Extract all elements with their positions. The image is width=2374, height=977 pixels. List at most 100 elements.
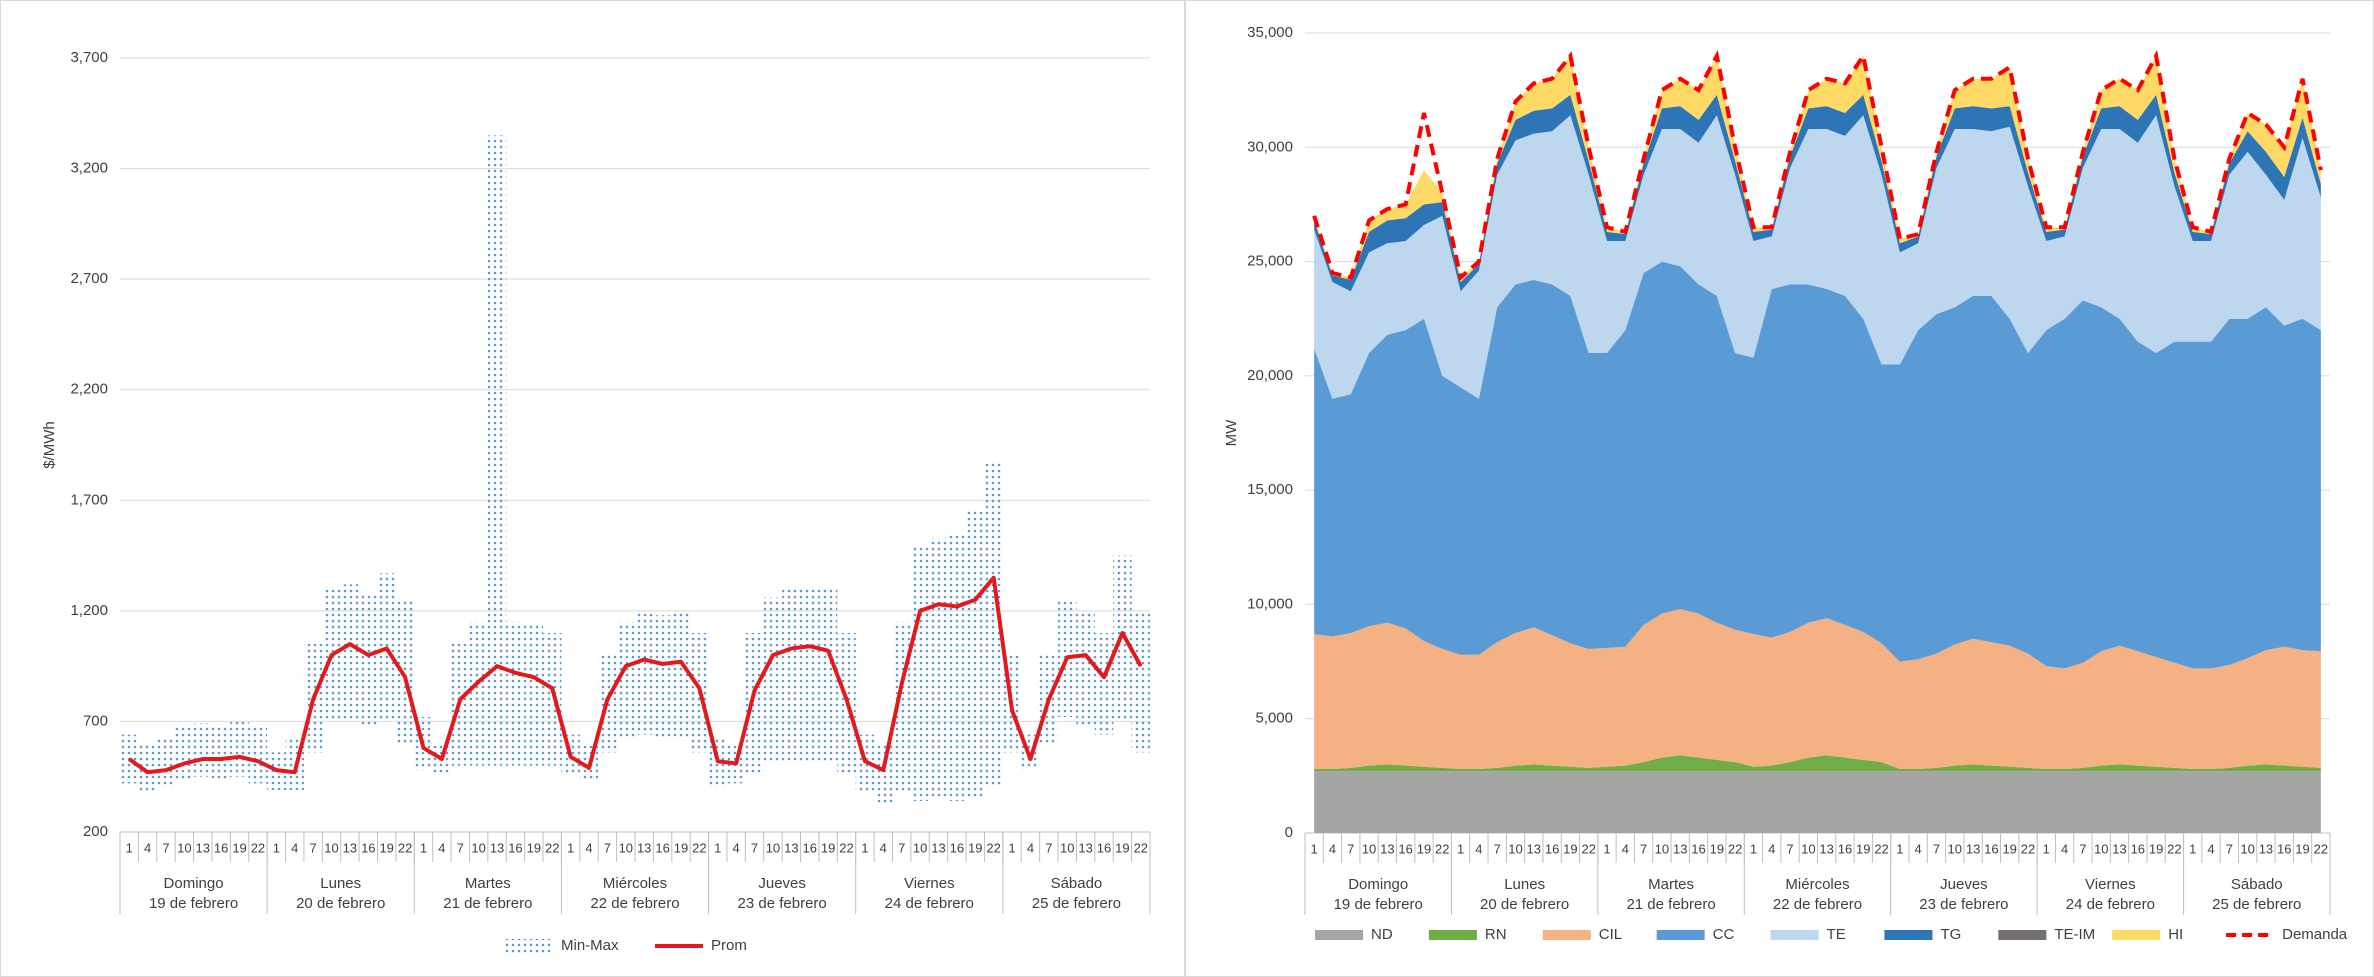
x-tick-label: 13 bbox=[490, 840, 504, 855]
x-tick-label: 4 bbox=[585, 840, 592, 855]
x-tick-label: 10 bbox=[1655, 841, 1669, 856]
x-tick-label: 4 bbox=[1622, 841, 1629, 856]
x-tick-label: 4 bbox=[438, 840, 445, 855]
y-tick-label: 15,000 bbox=[1247, 481, 1293, 498]
min-max-range bbox=[1094, 632, 1114, 735]
legend-label: Prom bbox=[711, 937, 747, 954]
x-tick-label: 4 bbox=[1027, 840, 1034, 855]
min-max-range bbox=[929, 537, 948, 799]
x-tick-label: 19 bbox=[1710, 841, 1724, 856]
x-tick-label: 4 bbox=[144, 840, 151, 855]
x-tick-label: 10 bbox=[2240, 841, 2254, 856]
min-max-range bbox=[248, 725, 268, 784]
x-tick-label: 10 bbox=[324, 840, 338, 855]
x-tick-label: 1 bbox=[1008, 840, 1015, 855]
x-tick-label: 13 bbox=[1078, 840, 1092, 855]
left-panel bbox=[0, 0, 1185, 977]
y-tick-label: 3,200 bbox=[70, 160, 108, 177]
y-tick-label: 10,000 bbox=[1247, 595, 1293, 612]
x-tick-label: 7 bbox=[162, 840, 169, 855]
x-tick-label: 7 bbox=[898, 840, 905, 855]
x-tick-label: 4 bbox=[2061, 841, 2068, 856]
group-date: 25 de febrero bbox=[1032, 895, 1121, 912]
group-day: Domingo bbox=[164, 875, 224, 892]
legend-swatch bbox=[1884, 930, 1933, 940]
group-date: 25 de febrero bbox=[2212, 896, 2301, 913]
group-day: Viernes bbox=[2085, 876, 2136, 893]
min-max-range bbox=[616, 621, 635, 740]
x-tick-label: 13 bbox=[1673, 841, 1687, 856]
y-tick-label: 25,000 bbox=[1247, 253, 1293, 270]
group-date: 22 de febrero bbox=[1773, 896, 1862, 913]
x-tick-label: 10 bbox=[1801, 841, 1815, 856]
x-tick-label: 22 bbox=[1435, 841, 1449, 856]
x-tick-label: 13 bbox=[196, 840, 210, 855]
min-max-range bbox=[524, 624, 544, 766]
x-tick-label: 10 bbox=[177, 840, 191, 855]
x-tick-label: 4 bbox=[880, 840, 887, 855]
x-tick-label: 22 bbox=[839, 840, 853, 855]
stacked-area bbox=[1314, 55, 2321, 283]
group-day: Domingo bbox=[1348, 876, 1408, 893]
group-day: Lunes bbox=[1504, 876, 1545, 893]
x-tick-label: 22 bbox=[398, 840, 412, 855]
x-tick-label: 19 bbox=[379, 840, 393, 855]
min-max-range bbox=[469, 621, 488, 766]
x-tick-label: 22 bbox=[1874, 841, 1888, 856]
x-tick-label: 10 bbox=[913, 840, 927, 855]
x-tick-label: 16 bbox=[214, 840, 228, 855]
x-tick-label: 13 bbox=[343, 840, 357, 855]
x-tick-label: 22 bbox=[1134, 840, 1148, 855]
x-tick-label: 1 bbox=[273, 840, 280, 855]
min-max-range bbox=[947, 533, 967, 802]
min-max-range bbox=[1131, 610, 1150, 753]
min-max-range bbox=[193, 723, 212, 777]
min-max-range bbox=[487, 135, 507, 766]
x-tick-label: 16 bbox=[361, 840, 375, 855]
x-tick-label: 1 bbox=[2043, 841, 2050, 856]
group-day: Sábado bbox=[1051, 875, 1103, 892]
min-max-range bbox=[359, 593, 378, 726]
x-tick-label: 13 bbox=[2112, 841, 2126, 856]
min-max-range bbox=[874, 743, 893, 804]
stacked-area bbox=[1314, 261, 2321, 669]
x-tick-label: 1 bbox=[420, 840, 427, 855]
legend-swatch bbox=[1656, 930, 1705, 940]
min-max-range bbox=[635, 610, 654, 735]
x-tick-label: 7 bbox=[2079, 841, 2086, 856]
stacked-area bbox=[1314, 609, 2321, 769]
x-tick-label: 16 bbox=[1838, 841, 1852, 856]
group-day: Jueves bbox=[1940, 876, 1988, 893]
min-max-range bbox=[966, 511, 985, 799]
legend-swatch bbox=[1428, 930, 1477, 940]
x-tick-label: 19 bbox=[2295, 841, 2309, 856]
x-tick-label: 4 bbox=[1768, 841, 1775, 856]
x-tick-label: 4 bbox=[733, 840, 740, 855]
legend-label: TE bbox=[1827, 926, 1846, 943]
y-tick-label: 1,700 bbox=[70, 491, 108, 508]
x-tick-label: 16 bbox=[655, 840, 669, 855]
legend-label: Demanda bbox=[2282, 926, 2348, 943]
min-max-range bbox=[1113, 555, 1132, 722]
legend-label: CIL bbox=[1599, 926, 1622, 943]
legend-label: ND bbox=[1371, 926, 1393, 943]
x-tick-label: 1 bbox=[1311, 841, 1318, 856]
min-max-range bbox=[1076, 610, 1095, 726]
x-tick-label: 7 bbox=[310, 840, 317, 855]
min-max-range bbox=[910, 544, 930, 802]
group-date: 19 de febrero bbox=[1334, 896, 1423, 913]
group-day: Viernes bbox=[904, 875, 955, 892]
x-tick-label: 19 bbox=[674, 840, 688, 855]
min-max-range bbox=[138, 743, 157, 793]
y-tick-label: 30,000 bbox=[1247, 138, 1293, 155]
y-tick-label: 700 bbox=[83, 712, 108, 729]
x-tick-label: 13 bbox=[1527, 841, 1541, 856]
y-axis-label: MW bbox=[1223, 419, 1240, 446]
x-tick-label: 19 bbox=[2149, 841, 2163, 856]
group-date: 23 de febrero bbox=[738, 895, 827, 912]
x-tick-label: 19 bbox=[232, 840, 246, 855]
x-tick-label: 19 bbox=[1856, 841, 1870, 856]
y-tick-label: 20,000 bbox=[1247, 367, 1293, 384]
x-tick-label: 16 bbox=[1097, 840, 1111, 855]
legend-label: RN bbox=[1485, 926, 1507, 943]
